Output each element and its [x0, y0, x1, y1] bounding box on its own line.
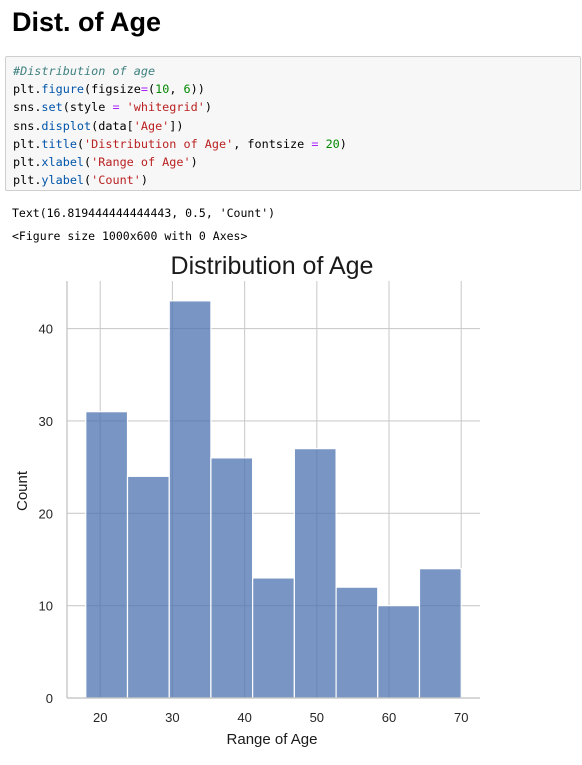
code-token: (	[76, 136, 85, 151]
histogram-bar	[126, 475, 170, 699]
code-token: )	[140, 173, 148, 188]
code-token: plt	[13, 136, 35, 151]
code-token	[120, 100, 127, 114]
axes-layer: 20 30 40 50 60 70 0 10 20 30 40	[39, 281, 480, 725]
code-token: 20	[325, 136, 340, 151]
code-token: 'Age'	[133, 118, 170, 133]
code-line: sns.displot(data['Age'])	[13, 117, 580, 135]
code-token: )	[204, 100, 212, 115]
code-token: =	[140, 82, 148, 97]
code-token: .	[34, 118, 42, 133]
code-token: set	[41, 100, 63, 115]
code-token: =	[311, 136, 319, 151]
code-token: .	[34, 136, 42, 151]
code-token: (	[147, 82, 156, 97]
code-token: title	[41, 136, 77, 151]
histogram-bar	[168, 300, 212, 699]
code-token: .	[34, 82, 42, 97]
code-token: (	[84, 154, 92, 169]
code-token: ,	[169, 82, 184, 97]
code-line: sns.set(style = 'whitegrid')	[13, 98, 580, 116]
code-cell-input[interactable]: #Distribution of age plt.figure(figsize=(…	[5, 56, 581, 191]
code-token: 10	[155, 82, 170, 97]
code-token: )	[190, 154, 198, 169]
code-token: 'whitegrid'	[126, 100, 205, 115]
chart-title: Distribution of Age	[171, 252, 374, 280]
histogram-bar	[252, 577, 295, 699]
code-token: (	[84, 173, 92, 188]
code-token: =	[112, 100, 120, 115]
y-tick-label: 20	[39, 506, 53, 521]
output-text-result: Text(16.819444444444443, 0.5, 'Count')	[12, 206, 276, 220]
x-tick-label: 70	[454, 710, 468, 725]
code-token: ))	[190, 82, 205, 97]
code-token: .	[34, 100, 42, 115]
output-figure-repr: <Figure size 1000x600 with 0 Axes>	[12, 229, 248, 243]
age-distribution-chart: 20 30 40 50 60 70 0 10 20 30 40 Distribution of Ag…	[0, 248, 582, 765]
code-token: plt	[13, 82, 35, 97]
x-tick-label: 20	[93, 710, 107, 725]
bars-layer	[85, 300, 462, 699]
x-axis-label: Range of Age	[227, 731, 318, 748]
code-token: sns	[13, 100, 35, 115]
code-line: plt.title('Distribution of Age', fontsiz…	[13, 135, 580, 153]
code-token: 'Range of Age'	[91, 154, 191, 169]
histogram-bar	[85, 411, 129, 699]
code-line: plt.ylabel('Count')	[13, 171, 580, 189]
code-token: plt	[13, 173, 35, 188]
x-tick-label: 30	[165, 710, 179, 725]
code-token: 'Count'	[91, 173, 141, 188]
code-line: plt.figure(figsize=(10, 6))	[13, 80, 580, 98]
code-token: (data[	[91, 118, 134, 133]
code-token: sns	[13, 118, 35, 133]
code-token: ])	[169, 118, 184, 133]
chart-svg: 20 30 40 50 60 70 0 10 20 30 40 Distribution of Ag…	[14, 252, 480, 748]
code-token: , fontsize	[233, 136, 312, 151]
y-tick-label: 30	[39, 414, 53, 429]
code-token: plt	[13, 154, 35, 169]
code-token: .	[34, 173, 42, 188]
code-token: displot	[41, 118, 92, 133]
code-token: (style	[62, 100, 113, 115]
code-token: 'Distribution of Age'	[84, 136, 234, 151]
histogram-bar	[377, 605, 421, 699]
code-token: .	[34, 154, 42, 169]
histogram-bar	[293, 448, 337, 699]
code-token	[318, 137, 325, 151]
y-tick-label: 0	[46, 691, 53, 706]
code-token: 6	[183, 82, 191, 97]
x-tick-label: 50	[310, 710, 324, 725]
histogram-bar	[210, 457, 254, 699]
code-line: #Distribution of age	[13, 62, 580, 80]
y-tick-label: 40	[39, 322, 53, 337]
histogram-bar	[418, 568, 462, 699]
code-token: (figsize	[84, 82, 141, 97]
section-heading: Dist. of Age	[12, 7, 162, 37]
code-token: ylabel	[41, 173, 85, 188]
code-token: figure	[41, 82, 85, 97]
code-token: #Distribution of age	[13, 64, 156, 78]
y-axis-label: Count	[14, 470, 31, 511]
x-tick-label: 40	[237, 710, 251, 725]
y-tick-label: 10	[39, 599, 53, 614]
x-tick-label: 60	[382, 710, 396, 725]
histogram-bar	[335, 586, 379, 699]
code-token: )	[339, 136, 347, 151]
code-token: xlabel	[41, 154, 85, 169]
code-line: plt.xlabel('Range of Age')	[13, 153, 580, 171]
